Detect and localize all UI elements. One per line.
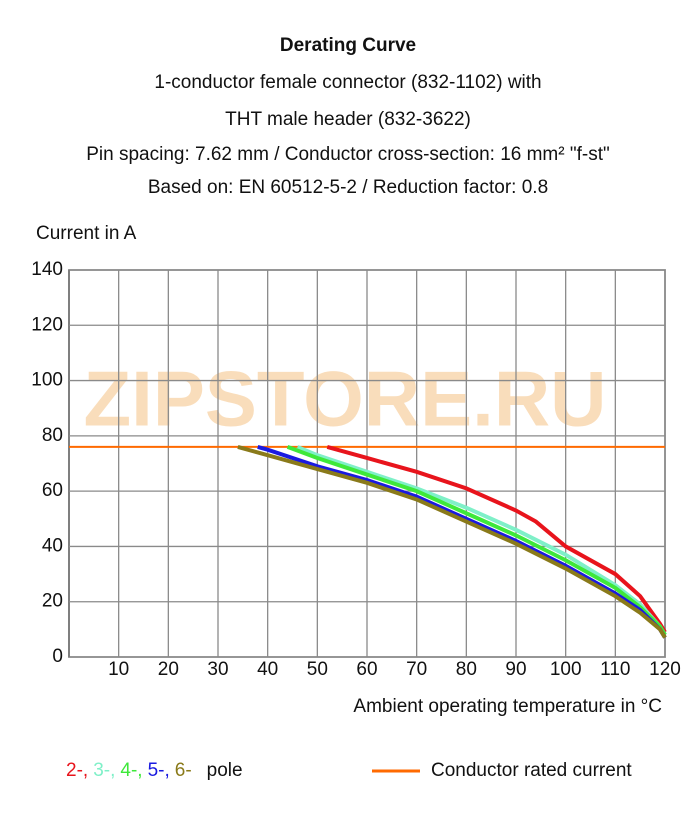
y-tick-label: 60: [42, 480, 63, 501]
y-tick-label: 0: [52, 646, 63, 667]
legend-suffix: pole: [207, 760, 243, 781]
y-axis-label: Current in A: [36, 223, 137, 244]
x-tick-label: 60: [356, 659, 377, 680]
legend-entry: 5-,: [148, 760, 170, 781]
x-tick-label: 20: [158, 659, 179, 680]
watermark: ZIPSTORE.RU: [84, 355, 607, 443]
subtitle: 1-conductor female connector (832-1102) …: [154, 72, 541, 93]
legend-entry: 4-,: [120, 760, 142, 781]
series-line: [257, 444, 667, 639]
x-tick-label: 30: [207, 659, 228, 680]
x-tick-label: 110: [600, 659, 630, 680]
x-tick-label: 70: [406, 659, 427, 680]
y-tick-label: 80: [42, 425, 63, 446]
series-line: [237, 444, 667, 639]
legend-entry: 2-,: [66, 760, 88, 781]
y-tick-label: 120: [31, 314, 63, 335]
x-tick-label: 50: [307, 659, 328, 680]
y-tick-label: 40: [42, 535, 63, 556]
legend-entry: 6-: [175, 760, 192, 781]
x-tick-label: 100: [550, 659, 582, 680]
subtitle: Based on: EN 60512-5-2 / Reduction facto…: [148, 177, 548, 198]
y-tick-label: 20: [42, 591, 63, 612]
y-tick-label: 100: [31, 370, 63, 391]
legend-entry: 3-,: [93, 760, 115, 781]
subtitle: THT male header (832-3622): [225, 109, 471, 130]
legend-entry: Conductor rated current: [431, 760, 632, 781]
series-line: [326, 444, 667, 634]
y-tick-label: 140: [31, 259, 63, 280]
x-tick-label: 80: [456, 659, 477, 680]
x-tick-label: 40: [257, 659, 278, 680]
x-axis-label: Ambient operating temperature in °C: [353, 696, 662, 717]
subtitle: Pin spacing: 7.62 mm / Conductor cross-s…: [86, 144, 610, 165]
chart-title: Derating Curve: [280, 35, 416, 56]
x-tick-label: 120: [649, 659, 681, 680]
x-tick-label: 90: [505, 659, 526, 680]
x-tick-label: 10: [108, 659, 129, 680]
